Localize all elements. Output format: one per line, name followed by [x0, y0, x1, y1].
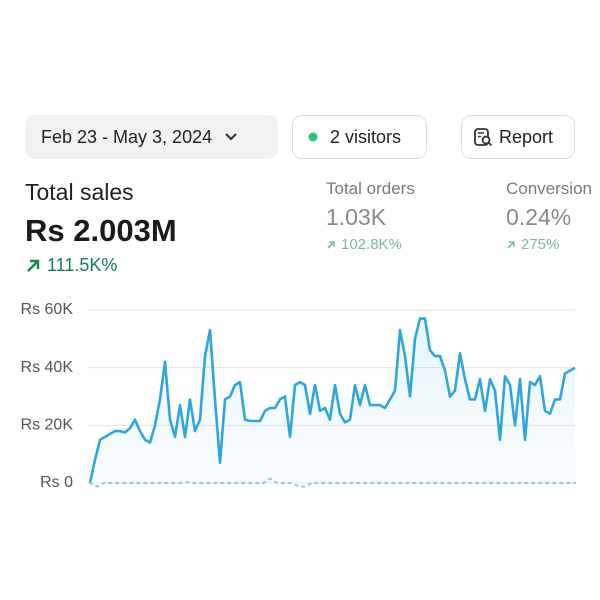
change: 111.5K%: [47, 255, 118, 275]
up-arrow: [507, 240, 515, 249]
metric-value: Rs 2.003M: [25, 213, 177, 248]
up-arrow: [27, 259, 40, 272]
metric-change: 275%: [506, 236, 559, 253]
report: Report: [499, 126, 554, 147]
y-tick-label: Rs 40K: [21, 359, 74, 376]
y-tick-label: Rs 0: [40, 474, 73, 491]
visitors-button[interactable]: 2 visitors: [292, 115, 427, 159]
metric-value: 1.03K: [326, 204, 387, 230]
y-tick-label: Rs 20K: [21, 417, 74, 434]
metric-change: 102.8K%: [326, 236, 402, 253]
report-icon: [474, 128, 493, 147]
report-button[interactable]: Report: [461, 115, 575, 159]
date-range: Feb 23 - May 3, 2024: [41, 126, 213, 147]
metric-value: 0.24%: [506, 204, 572, 230]
metric-label: Total sales: [25, 179, 134, 205]
change: 102.8K%: [341, 236, 402, 253]
y-tick-label: Rs 60K: [21, 301, 74, 318]
visitors: 2 visitors: [330, 126, 402, 147]
metric-label: Conversion: [506, 179, 592, 198]
change: 275%: [521, 236, 560, 253]
metric-label: Total orders: [326, 179, 415, 198]
chevron-icon: [225, 133, 237, 141]
date-range-button[interactable]: Feb 23 - May 3, 2024: [25, 115, 278, 159]
sales-line: [88, 317, 576, 484]
up-arrow: [327, 240, 335, 249]
live-dot: [308, 132, 318, 142]
metric-change: 111.5K%: [25, 255, 117, 276]
sales-chart: Rs 0 Rs 20K Rs 40K Rs 60K: [21, 301, 577, 491]
